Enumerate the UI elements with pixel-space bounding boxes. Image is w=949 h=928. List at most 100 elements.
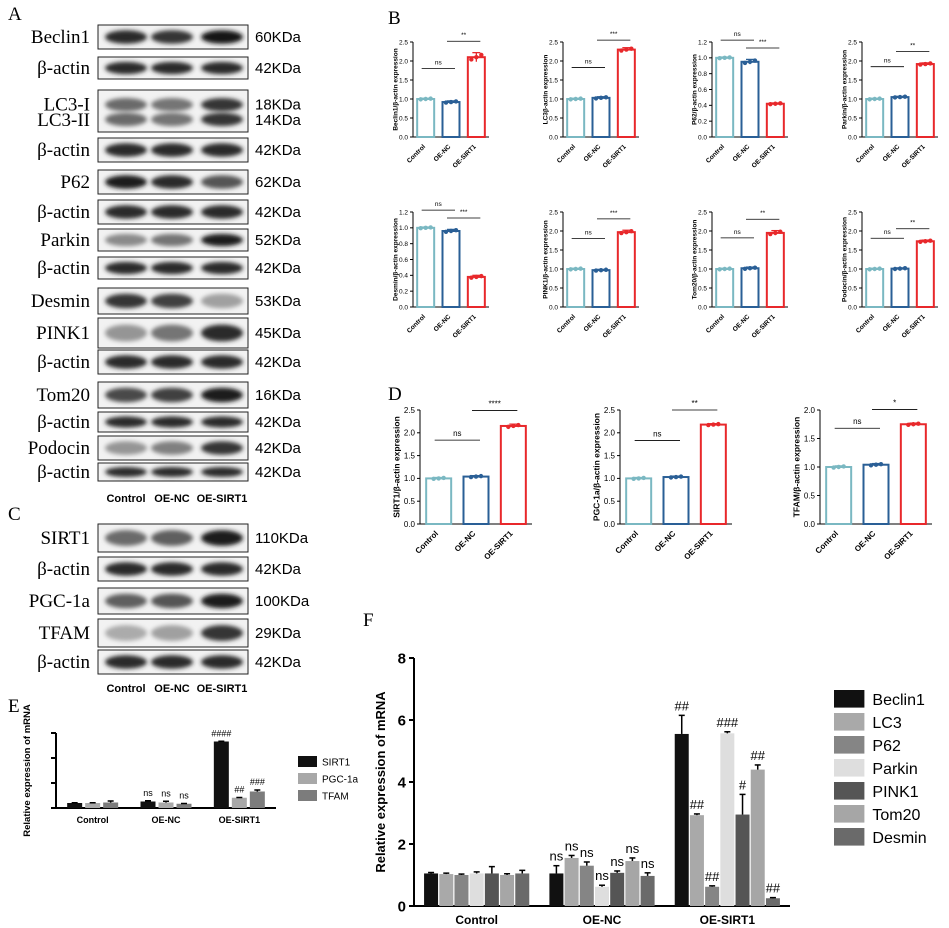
bar bbox=[469, 873, 484, 906]
significance-label: ### bbox=[250, 777, 265, 787]
legend-label: PGC-1a bbox=[322, 775, 359, 786]
kda-label: 45KDa bbox=[255, 325, 302, 342]
bar bbox=[466, 56, 486, 139]
data-point bbox=[841, 464, 846, 469]
significance-label: ns bbox=[580, 845, 594, 860]
data-point bbox=[778, 101, 783, 106]
kda-label: 100KDa bbox=[255, 593, 310, 610]
legend-label: LC3 bbox=[872, 715, 901, 732]
y-tick-label: 0.5 bbox=[399, 115, 408, 122]
bar bbox=[720, 733, 735, 906]
bar bbox=[705, 886, 720, 906]
blot-c-row-1: β-actin 42KDa bbox=[37, 556, 302, 582]
significance-label: ns bbox=[626, 841, 640, 856]
blot-a-row-10: β-actin 42KDa bbox=[37, 349, 302, 375]
y-axis-title: Tom20/β-actin expression bbox=[691, 220, 698, 300]
data-point bbox=[673, 474, 679, 480]
y-axis-title: Desmin/β-actin expression bbox=[392, 218, 399, 301]
significance-label: *** bbox=[460, 209, 468, 216]
blot-band bbox=[201, 112, 243, 127]
data-point bbox=[624, 47, 629, 52]
bar bbox=[825, 466, 853, 525]
bar bbox=[610, 872, 625, 906]
x-tick-label: Control bbox=[406, 143, 427, 164]
significance-label: ** bbox=[910, 220, 916, 227]
data-point bbox=[479, 273, 484, 279]
blot-a-row-3: β-actin 42KDa bbox=[37, 137, 302, 163]
data-point bbox=[418, 226, 423, 231]
data-point bbox=[418, 97, 423, 102]
y-tick-label: 0.4 bbox=[698, 103, 707, 110]
x-tick-label: OE-NC bbox=[583, 313, 603, 333]
bar bbox=[765, 898, 780, 906]
x-tick-label: OE-SIRT1 bbox=[682, 529, 715, 562]
blot-a-row-13: Podocin 42KDa bbox=[28, 435, 302, 461]
blot-band bbox=[105, 143, 147, 157]
bar bbox=[515, 873, 530, 906]
blot-a-row-11: Tom20 16KDa bbox=[36, 381, 302, 409]
protein-label: Parkin bbox=[40, 230, 90, 251]
significance-label: ns bbox=[179, 791, 189, 801]
kda-label: 53KDa bbox=[255, 293, 302, 310]
significance-label: ns bbox=[585, 58, 593, 65]
y-tick-label: 2.0 bbox=[549, 228, 558, 235]
lane-label: OE-SIRT1 bbox=[197, 493, 248, 505]
data-point bbox=[573, 266, 578, 272]
legend-swatch bbox=[298, 756, 317, 767]
bar bbox=[689, 815, 704, 906]
x-tick-label: OE-SIRT1 bbox=[751, 313, 777, 339]
bar bbox=[616, 231, 636, 308]
y-tick-label: 1.0 bbox=[404, 474, 416, 483]
blot-band bbox=[201, 175, 243, 189]
bar bbox=[549, 873, 564, 906]
blot-band bbox=[201, 387, 243, 403]
kda-label: 42KDa bbox=[255, 464, 302, 481]
significance-label: ## bbox=[766, 881, 781, 896]
blot-band bbox=[105, 30, 147, 44]
data-point bbox=[897, 266, 903, 271]
blot-band bbox=[105, 441, 147, 455]
blot-band bbox=[105, 355, 147, 369]
bar bbox=[249, 791, 265, 808]
blot-a-row-0: Beclin1 60KDa bbox=[31, 24, 302, 50]
blot-band bbox=[105, 61, 147, 75]
protein-label: β-actin bbox=[37, 652, 90, 673]
x-tick-label: Control bbox=[414, 529, 440, 555]
data-point bbox=[727, 266, 732, 271]
y-axis-title: SIRT1/β-actin expression bbox=[392, 416, 402, 518]
protein-label: β-actin bbox=[37, 352, 90, 373]
data-point bbox=[906, 422, 911, 428]
blot-a-row-5: β-actin 42KDa bbox=[37, 199, 302, 225]
significance-label: ns bbox=[161, 788, 171, 798]
blot-band bbox=[151, 593, 193, 609]
bar bbox=[595, 886, 609, 906]
y-tick-label: 0.4 bbox=[399, 273, 408, 280]
y-axis-title: Parkin/β-actin expression bbox=[841, 50, 848, 129]
y-axis-title: PGC-1a/β-actin expression bbox=[592, 413, 602, 521]
y-tick-label: 0.0 bbox=[549, 304, 558, 311]
blot-a-row-8: Desmin 53KDa bbox=[31, 287, 302, 315]
data-point bbox=[636, 476, 641, 481]
kda-label: 60KDa bbox=[255, 29, 302, 46]
kda-label: 42KDa bbox=[255, 561, 302, 578]
y-axis-title: PINK1/β-actin expression bbox=[542, 220, 549, 298]
x-tick-label: OE-SIRT1 bbox=[882, 529, 915, 562]
y-tick-label: 0.0 bbox=[399, 304, 408, 311]
bar bbox=[865, 268, 885, 308]
blot-band bbox=[201, 355, 243, 369]
data-point bbox=[631, 476, 636, 482]
blot-band bbox=[105, 233, 147, 247]
y-tick-label: 1.0 bbox=[549, 266, 558, 273]
chart-D1: 0.0 0.5 1.0 1.5 2.0 2.5 Control OE-NC OE-SIRT1 ns… bbox=[392, 399, 532, 562]
significance-label: ns bbox=[734, 31, 742, 38]
data-point bbox=[668, 475, 674, 480]
data-point bbox=[479, 52, 484, 58]
protein-label: LC3-II bbox=[37, 110, 90, 131]
significance-label: ns bbox=[453, 429, 461, 438]
chart-B1: 0.0 0.5 1.0 1.5 2.0 2.5 Control OE-NC OE-SIRT1 ns… bbox=[392, 32, 489, 170]
y-tick-label: 2.0 bbox=[604, 429, 616, 438]
bar bbox=[140, 801, 156, 808]
bar bbox=[441, 230, 461, 308]
bar bbox=[484, 873, 499, 906]
